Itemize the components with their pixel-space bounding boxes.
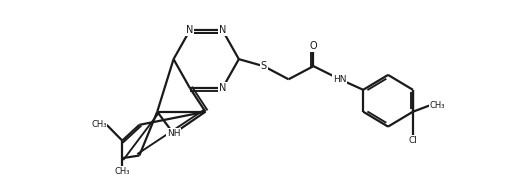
Text: N: N — [219, 83, 226, 93]
Text: NH: NH — [167, 129, 180, 138]
Text: HN: HN — [333, 75, 346, 84]
Text: CH₃: CH₃ — [91, 120, 107, 129]
Text: CH₃: CH₃ — [429, 101, 445, 110]
Text: N: N — [186, 25, 194, 35]
Text: O: O — [310, 41, 318, 51]
Text: Cl: Cl — [408, 136, 418, 145]
Text: CH₃: CH₃ — [114, 167, 130, 176]
Text: S: S — [261, 61, 267, 71]
Text: N: N — [219, 25, 226, 35]
